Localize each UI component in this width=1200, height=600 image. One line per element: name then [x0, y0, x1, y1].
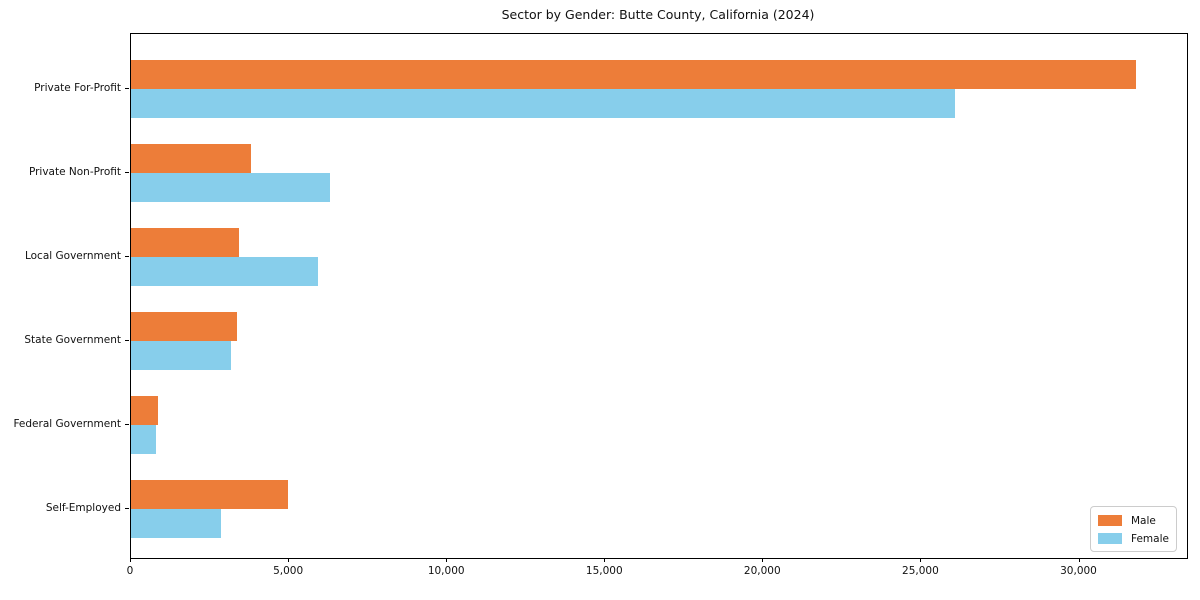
- x-tick-label: 25,000: [902, 565, 939, 577]
- bar-male-1: [131, 144, 252, 173]
- y-tick: [125, 508, 129, 509]
- y-tick-label: Federal Government: [13, 418, 121, 430]
- y-tick: [125, 424, 129, 425]
- x-tick-label: 5,000: [273, 565, 304, 577]
- x-tick: [1078, 558, 1080, 562]
- bar-male-5: [131, 480, 288, 509]
- x-tick: [130, 558, 131, 562]
- legend-label-female: Female: [1131, 532, 1169, 545]
- y-tick-label: State Government: [24, 334, 121, 346]
- y-tick-label: Local Government: [24, 250, 121, 262]
- x-tick: [446, 558, 448, 562]
- x-tick-label: 10,000: [427, 565, 465, 577]
- bar-female-4: [131, 425, 156, 454]
- bar-female-0: [131, 89, 955, 118]
- bar-male-2: [131, 228, 239, 257]
- y-tick: [125, 172, 129, 173]
- bar-female-5: [131, 509, 222, 538]
- chart-title: Sector by Gender: Butte County, Californ…: [501, 7, 815, 22]
- bar-male-0: [131, 60, 1137, 89]
- y-tick: [125, 256, 129, 257]
- bar-male-3: [131, 312, 237, 341]
- x-tick: [288, 558, 290, 562]
- legend-swatch-female: [1098, 533, 1122, 544]
- legend: Male Female: [1090, 506, 1177, 552]
- legend-row-male: Male: [1098, 513, 1169, 528]
- x-tick-label: 30,000: [1060, 565, 1097, 577]
- x-tick-label: 0: [126, 565, 134, 577]
- x-tick-label: 20,000: [743, 565, 781, 577]
- y-tick: [125, 88, 129, 89]
- x-tick-label: 15,000: [585, 565, 623, 577]
- y-tick-label: Private Non-Profit: [28, 166, 121, 178]
- y-tick-label: Private For-Profit: [34, 82, 121, 94]
- bar-male-4: [131, 396, 158, 425]
- x-tick: [920, 558, 922, 562]
- bar-female-3: [131, 341, 231, 370]
- legend-row-female: Female: [1098, 531, 1169, 546]
- y-tick: [125, 340, 129, 341]
- bar-female-2: [131, 257, 318, 286]
- bar-female-1: [131, 173, 331, 202]
- x-tick: [762, 558, 764, 562]
- legend-label-male: Male: [1131, 514, 1156, 527]
- x-tick: [604, 558, 606, 562]
- y-tick-label: Self-Employed: [45, 502, 121, 514]
- legend-swatch-male: [1098, 515, 1122, 526]
- plot-area: [130, 33, 1188, 559]
